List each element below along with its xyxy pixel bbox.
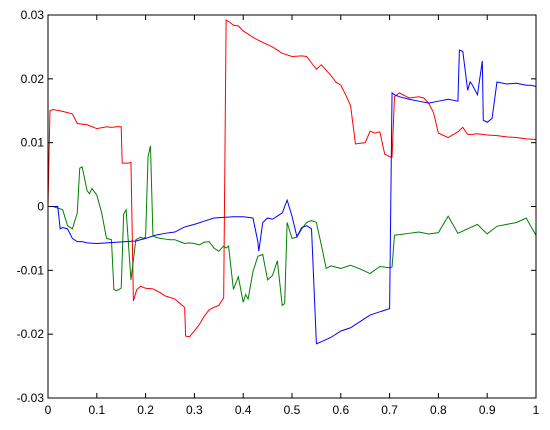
x-tick-label: 0 — [45, 403, 52, 417]
y-tick-label: 0.03 — [21, 8, 45, 22]
series-layer — [47, 19, 537, 345]
series-line-2 — [48, 145, 537, 307]
y-tick-label: 0.02 — [21, 72, 45, 86]
y-tick-label: 0.01 — [21, 136, 45, 150]
y-tick-label: -0.01 — [17, 263, 45, 277]
x-tick-label: 1 — [533, 403, 540, 417]
series-line-3 — [48, 49, 537, 345]
x-tick-label: 0.3 — [186, 403, 203, 417]
y-tick-label: -0.02 — [17, 327, 45, 341]
x-tick-label: 0.8 — [430, 403, 447, 417]
x-tick-label: 0.1 — [88, 403, 105, 417]
x-tick-label: 0.2 — [137, 403, 154, 417]
y-tick-label: -0.03 — [17, 391, 45, 405]
x-tick-label: 0.6 — [332, 403, 349, 417]
y-axis: -0.03 -0.02 -0.01 0 0.01 0.02 0.03 — [17, 8, 536, 405]
x-tick-label: 0.5 — [284, 403, 301, 417]
x-tick-label: 0.9 — [479, 403, 496, 417]
series-line-1 — [47, 19, 537, 338]
x-tick-label: 0.4 — [235, 403, 252, 417]
y-tick-label: 0 — [37, 200, 44, 214]
x-tick-label: 0.7 — [381, 403, 398, 417]
x-axis: 0 0.1 0.2 0.3 0.4 0.5 0.6 0.7 0.8 0.9 1 — [45, 15, 540, 417]
